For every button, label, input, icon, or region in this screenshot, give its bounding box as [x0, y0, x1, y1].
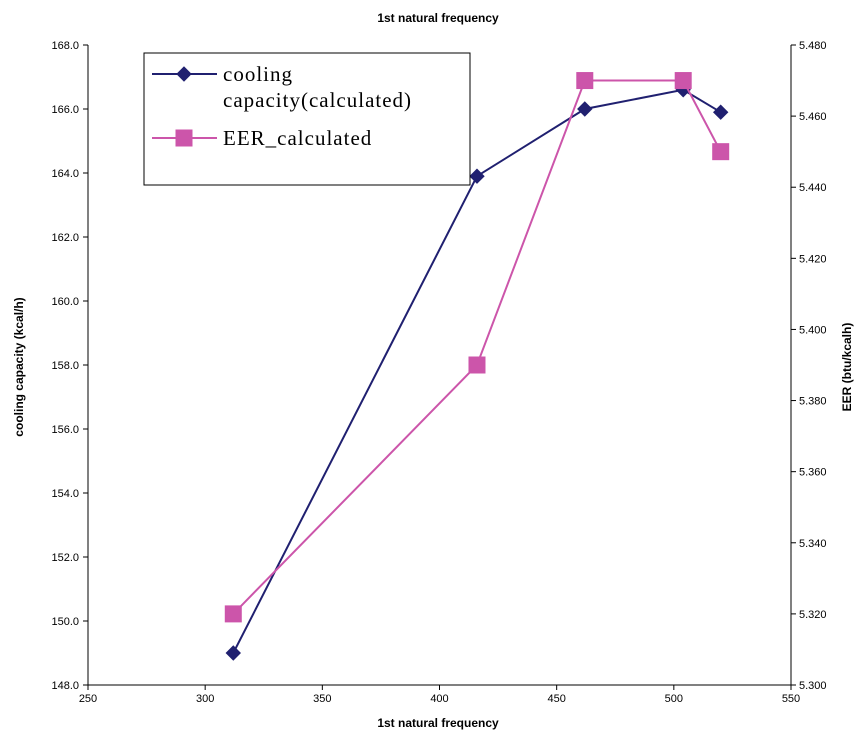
data-point — [577, 101, 593, 117]
x-axis-ticks: 250 300 350 400 450 500 550 — [79, 685, 800, 705]
x-tick-label: 400 — [430, 693, 448, 705]
y2-tick-label: 5.460 — [799, 111, 827, 123]
x-tick-label: 500 — [665, 693, 683, 705]
y2-axis-ticks: 5.300 5.320 5.340 5.360 5.380 5.400 5.420 5.440… — [791, 40, 827, 692]
x-axis-label: 1st natural frequency — [377, 716, 499, 730]
data-point — [576, 72, 594, 90]
data-point — [469, 168, 485, 184]
y2-tick-label: 5.340 — [799, 538, 827, 550]
x-tick-label: 250 — [79, 693, 97, 705]
data-point — [712, 104, 729, 120]
legend-box — [143, 52, 471, 186]
y-tick-label: 162.0 — [51, 232, 79, 244]
data-point — [224, 605, 242, 623]
x-tick-label: 300 — [196, 693, 214, 705]
data-point — [225, 645, 241, 661]
x-tick-label: 550 — [782, 693, 800, 705]
y2-axis-label: EER (btu/kcalh) — [840, 323, 854, 412]
legend-label: cooling — [223, 62, 293, 86]
y-tick-label: 156.0 — [51, 424, 79, 436]
y2-tick-label: 5.360 — [799, 467, 827, 479]
y2-tick-label: 5.400 — [799, 324, 827, 336]
data-point — [712, 143, 730, 161]
y-tick-label: 158.0 — [51, 360, 79, 372]
y-tick-label: 148.0 — [51, 680, 79, 692]
x-tick-label: 350 — [313, 693, 331, 705]
y-tick-label: 154.0 — [51, 488, 79, 500]
y-axis-label: cooling capacity (kcal/h) — [12, 297, 26, 436]
legend-label: capacity(calculated) — [223, 88, 412, 112]
y-tick-label: 160.0 — [51, 296, 79, 308]
y-tick-label: 164.0 — [51, 168, 79, 180]
legend-label: EER_calculated — [223, 126, 372, 150]
y-tick-label: 168.0 — [51, 40, 79, 52]
y-axis-ticks: 148.0 150.0 152.0 154.0 156.0 158.0 160.0 162.0… — [51, 40, 88, 692]
y-tick-label: 152.0 — [51, 552, 79, 564]
y2-tick-label: 5.420 — [799, 253, 827, 265]
data-point — [468, 356, 486, 374]
legend-swatch-marker — [176, 66, 192, 82]
y2-tick-label: 5.300 — [799, 680, 827, 692]
y2-tick-label: 5.480 — [799, 40, 827, 52]
series-layer — [224, 72, 730, 661]
data-point — [674, 72, 692, 90]
y-tick-label: 150.0 — [51, 616, 79, 628]
x-tick-label: 450 — [547, 693, 565, 705]
legend-swatch-marker — [175, 129, 193, 147]
y2-tick-label: 5.440 — [799, 182, 827, 194]
y-tick-label: 166.0 — [51, 104, 79, 116]
chart-title: 1st natural frequency — [377, 11, 499, 25]
y2-tick-label: 5.320 — [799, 609, 827, 621]
y2-tick-label: 5.380 — [799, 396, 827, 408]
series-1 — [224, 72, 730, 623]
